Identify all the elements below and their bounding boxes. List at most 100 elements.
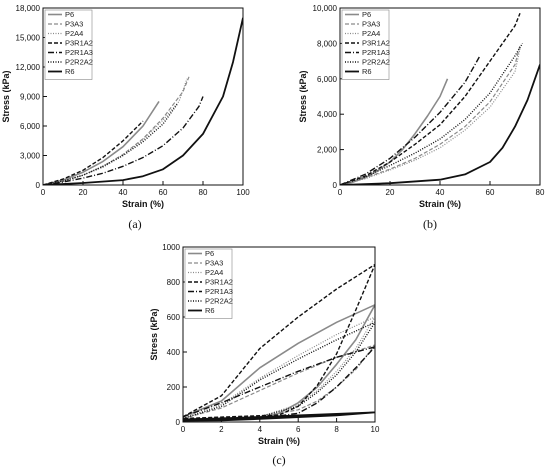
y-tick-label: 18,000 (16, 4, 41, 13)
legend-entry-p2r2a2: P2R2A2 (65, 58, 93, 67)
y-axis-label: Stress (kPa) (1, 70, 11, 122)
legend-entry-p6: P6 (205, 249, 214, 258)
chart-panel-1: 0 20 40 60 80 0 2,000 4,000 6,000 8,000 10,000 Stra… (298, 4, 545, 231)
y-tick-label: 0 (176, 418, 181, 427)
y-axis-label: Stress (kPa) (298, 70, 308, 122)
x-tick-label: 100 (236, 188, 250, 197)
x-axis-label: Strain (%) (419, 199, 461, 209)
legend-entry-p6: P6 (362, 10, 371, 19)
y-tick-label: 0 (36, 181, 41, 190)
series-line-p2r1a3 (43, 96, 204, 185)
series-line-p2r2a2 (340, 43, 524, 185)
legend-entry-p2r1a3: P2R1A3 (362, 48, 390, 57)
x-axis-label: Strain (%) (122, 199, 164, 209)
series-group (340, 13, 540, 185)
y-tick-label: 4,000 (317, 110, 338, 119)
series-line-p6 (183, 304, 375, 421)
x-tick-label: 20 (79, 188, 88, 197)
series-line-p3a3 (183, 344, 375, 420)
x-tick-label: 40 (119, 188, 128, 197)
panel-caption: (a) (128, 217, 141, 231)
x-tick-label: 2 (219, 425, 224, 434)
y-tick-label: 3,000 (20, 152, 41, 161)
series-line-p6 (340, 78, 449, 185)
y-tick-label: 0 (333, 181, 338, 190)
x-tick-label: 60 (486, 188, 495, 197)
chart-panel-2: 0 2 4 6 8 10 0 200 400 600 800 1000 Strain (%) Stress… (149, 243, 380, 467)
y-tick-label: 6,000 (317, 75, 338, 84)
series-line-p3r1a2 (43, 120, 144, 185)
legend-box (341, 9, 390, 80)
chart-panel-0: 0 20 40 60 80 100 0 3,000 6,000 9,000 12,000 15,000… (1, 4, 250, 231)
legend-entry-r6: R6 (362, 67, 372, 76)
legend-entry-p6: P6 (65, 10, 74, 19)
y-axis-label: Stress (kPa) (149, 308, 159, 360)
series-line-p2a4 (43, 78, 188, 185)
legend-entry-p2r2a2: P2R2A2 (205, 297, 233, 306)
legend-entry-p3a3: P3A3 (362, 20, 380, 29)
series-line-p2a4 (340, 48, 521, 185)
y-tick-label: 800 (167, 278, 181, 287)
x-tick-label: 4 (258, 425, 263, 434)
y-tick-label: 15,000 (16, 34, 41, 43)
series-line-p2r2a2 (43, 103, 178, 185)
series-line-p3r1a2 (183, 263, 375, 420)
y-tick-label: 1000 (162, 243, 180, 252)
x-axis-label: Strain (%) (258, 436, 300, 446)
x-tick-label: 10 (371, 425, 380, 434)
legend-entry-p3r1a2: P3R1A2 (65, 39, 93, 48)
x-tick-label: 8 (334, 425, 339, 434)
series-line-r6 (183, 411, 375, 422)
legend-entry-p3a3: P3A3 (205, 259, 223, 268)
y-tick-label: 200 (167, 383, 181, 392)
y-tick-label: 8,000 (317, 39, 338, 48)
panel-caption: (b) (423, 217, 437, 231)
panel-caption: (c) (272, 453, 285, 467)
y-tick-label: 600 (167, 313, 181, 322)
legend-entry-p2a4: P2A4 (362, 29, 380, 38)
x-tick-label: 20 (386, 188, 395, 197)
x-tick-label: 40 (436, 188, 445, 197)
x-tick-label: 0 (41, 188, 46, 197)
legend-box (44, 9, 93, 80)
y-tick-label: 6,000 (20, 122, 41, 131)
series-line-p2r1a3 (340, 55, 481, 185)
legend-entry-r6: R6 (65, 67, 75, 76)
legend-entry-p3a3: P3A3 (65, 20, 83, 29)
legend-entry-r6: R6 (205, 306, 215, 315)
series-group (43, 17, 243, 185)
x-tick-label: 80 (536, 188, 545, 197)
series-line-p6 (43, 100, 160, 185)
y-tick-label: 10,000 (313, 4, 338, 13)
x-tick-label: 0 (181, 425, 186, 434)
legend-entry-p3r1a2: P3R1A2 (205, 278, 233, 287)
series-line-p3a3 (340, 45, 521, 185)
x-tick-label: 0 (338, 188, 343, 197)
y-tick-label: 400 (167, 348, 181, 357)
legend-entry-p2r1a3: P2R1A3 (205, 287, 233, 296)
legend-box (184, 248, 233, 319)
y-tick-label: 12,000 (16, 63, 41, 72)
series-group (183, 263, 375, 422)
series-line-r6 (43, 17, 243, 185)
series-line-p3a3 (43, 76, 190, 185)
y-tick-label: 2,000 (317, 146, 338, 155)
legend-entry-p3r1a2: P3R1A2 (362, 39, 390, 48)
series-line-p2r1a3 (183, 346, 375, 421)
series-line-p2r2a2 (183, 321, 375, 421)
y-tick-label: 9,000 (20, 93, 41, 102)
series-line-p3r1a2 (340, 13, 521, 185)
legend-entry-p2a4: P2A4 (65, 29, 83, 38)
series-line-r6 (340, 64, 540, 185)
x-tick-label: 60 (159, 188, 168, 197)
legend-entry-p2a4: P2A4 (205, 268, 223, 277)
plot-frame (182, 246, 376, 423)
legend-entry-p2r1a3: P2R1A3 (65, 48, 93, 57)
x-tick-label: 80 (199, 188, 208, 197)
legend-entry-p2r2a2: P2R2A2 (362, 58, 390, 67)
x-tick-label: 6 (296, 425, 301, 434)
